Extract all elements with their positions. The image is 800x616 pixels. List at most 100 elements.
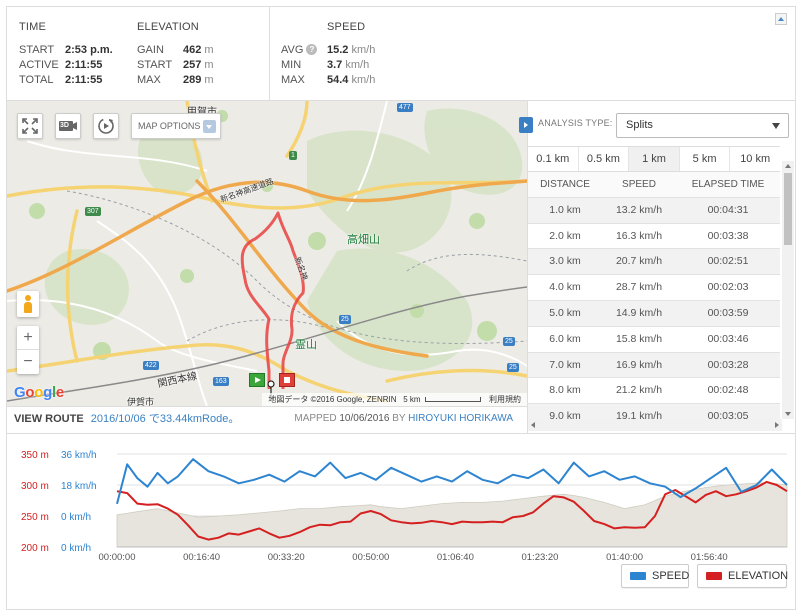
stat-value: 2:11:55: [65, 74, 103, 86]
table-row[interactable]: 6.0 km 15.8 km/h 00:03:46: [528, 327, 780, 353]
elevation-line: [116, 480, 788, 541]
elevation-speed-chart[interactable]: 350 m 300 m 250 m 200 m 36 km/h 18 km/h 0 km/h…: [7, 433, 795, 609]
map-terms-link[interactable]: 利用規約: [489, 395, 521, 404]
stat-value: 3.7: [327, 59, 343, 71]
stat-label: TOTAL: [19, 74, 54, 86]
scroll-left-icon[interactable]: [531, 422, 535, 428]
cell-distance: 4.0 km: [549, 281, 581, 294]
cell-speed: 20.7 km/h: [615, 255, 663, 268]
elevation-tick-label: 200 m: [21, 543, 49, 554]
cell-speed: 13.2 km/h: [615, 203, 663, 216]
view-route-label: VIEW ROUTE: [14, 413, 84, 425]
panel-toggle-arrow-icon[interactable]: [519, 117, 533, 133]
tab-1-km[interactable]: 1 km: [629, 147, 680, 171]
table-row[interactable]: 8.0 km 21.2 km/h 00:02:48: [528, 378, 780, 405]
scroll-down-icon[interactable]: [785, 412, 791, 416]
table-scrollbar[interactable]: [782, 161, 794, 419]
activity-panel: TIME START 2:53 p.m. ACTIVE 2:11:55 TOTAL 2…: [6, 6, 796, 610]
scroll-up-icon[interactable]: [785, 164, 791, 168]
tab-0-1-km[interactable]: 0.1 km: [528, 147, 579, 171]
stat-unit: m: [204, 74, 214, 86]
stat-value: 54.4: [327, 74, 349, 86]
legend-speed-toggle[interactable]: SPEED: [621, 564, 689, 588]
cell-speed: 14.9 km/h: [615, 306, 663, 319]
table-row[interactable]: 4.0 km 28.7 km/h 00:02:03: [528, 275, 780, 301]
stats-summary: TIME START 2:53 p.m. ACTIVE 2:11:55 TOTAL 2…: [7, 7, 795, 101]
zoom-in-button[interactable]: +: [17, 326, 39, 350]
tab-0-5-km[interactable]: 0.5 km: [579, 147, 630, 171]
stat-value: 289: [183, 74, 202, 86]
scrollbar-thumb[interactable]: [784, 173, 792, 245]
scroll-right-icon[interactable]: [775, 422, 779, 428]
map-tiles: [7, 101, 527, 406]
stat-label: MAX: [281, 74, 305, 86]
table-row[interactable]: 3.0 km 20.7 km/h 00:02:51: [528, 249, 780, 276]
cell-speed: 21.2 km/h: [615, 384, 663, 397]
fullscreen-button[interactable]: [17, 113, 43, 139]
road-shield: 477: [397, 103, 413, 112]
speed-line: [116, 458, 788, 505]
x-tick-label: 00:33:20: [268, 552, 305, 563]
zoom-out-button[interactable]: −: [23, 353, 33, 370]
tab-10-km[interactable]: 10 km: [740, 153, 771, 165]
map-options-dropdown[interactable]: MAP OPTIONS: [131, 113, 221, 139]
stat-unit: km/h: [345, 59, 370, 71]
road-shield: 25: [339, 315, 351, 324]
stat-row: GAIN 462 m: [137, 43, 214, 58]
table-row[interactable]: 1.0 km 13.2 km/h 00:04:31: [528, 197, 780, 224]
cell-elapsed-time: 00:03:46: [707, 332, 749, 345]
route-map[interactable]: 甲賀市 新名神高速道路 高畑山 霊山 関西本線 新名神 伊賀市 477 1 30…: [7, 101, 527, 406]
road-shield: 1: [289, 151, 297, 160]
route-end-marker-icon[interactable]: [279, 373, 295, 387]
map-label-city-top: 甲賀市: [187, 103, 217, 118]
street-view-pegman-icon[interactable]: [17, 291, 39, 317]
stat-row: MIN 3.7 km/h: [281, 58, 375, 73]
speed-tick-label: 18 km/h: [61, 481, 97, 492]
replay-button[interactable]: [93, 113, 119, 139]
column-distance[interactable]: DISTANCE: [540, 179, 590, 190]
column-elapsed-time[interactable]: ELAPSED TIME: [691, 179, 765, 190]
elevation-swatch: [706, 572, 722, 580]
tab-5-km[interactable]: 5 km: [680, 147, 731, 171]
x-tick-label: 00:16:40: [183, 552, 220, 563]
map-scale-label: 5 km: [403, 395, 421, 404]
collapse-icon[interactable]: [775, 13, 787, 25]
stat-unit: m: [204, 59, 214, 71]
table-row[interactable]: 2.0 km 16.3 km/h 00:03:38: [528, 224, 780, 250]
stat-value: 2:11:55: [65, 59, 103, 71]
x-tick-label: 01:06:40: [437, 552, 474, 563]
stat-label: GAIN: [137, 44, 164, 56]
legend-elevation-toggle[interactable]: ELEVATION: [697, 564, 788, 588]
cell-distance: 6.0 km: [549, 332, 581, 345]
help-icon[interactable]: ?: [306, 44, 318, 55]
x-tick-label: 01:23:20: [521, 552, 558, 563]
time-header: TIME: [19, 21, 47, 33]
table-row[interactable]: 7.0 km 16.9 km/h 00:03:28: [528, 352, 780, 379]
3d-label: 3D: [60, 122, 69, 129]
speed-tick-label: 36 km/h: [61, 450, 97, 461]
cell-distance: 1.0 km: [549, 203, 581, 216]
elevation-tick-label: 250 m: [21, 512, 49, 523]
cell-distance: 3.0 km: [549, 255, 581, 268]
x-tick-label: 01:40:00: [606, 552, 643, 563]
google-logo: Google: [14, 384, 64, 401]
cell-elapsed-time: 00:03:38: [707, 229, 749, 242]
analysis-type-select[interactable]: Splits: [616, 113, 789, 138]
table-row[interactable]: 5.0 km 14.9 km/h 00:03:59: [528, 300, 780, 327]
analysis-type-label: ANALYSIS TYPE:: [538, 118, 613, 128]
cell-elapsed-time: 00:02:51: [707, 255, 749, 268]
3d-view-button[interactable]: 3D: [55, 113, 81, 139]
cell-distance: 8.0 km: [549, 384, 581, 397]
table-horizontal-scrollbar[interactable]: [528, 419, 782, 431]
route-start-marker-icon[interactable]: [249, 373, 265, 387]
fullscreen-icon: [22, 118, 38, 134]
time-stats: TIME START 2:53 p.m. ACTIVE 2:11:55 TOTAL 2…: [19, 21, 113, 88]
x-tick-label: 00:50:00: [352, 552, 389, 563]
table-header: DISTANCE SPEED ELAPSED TIME: [528, 172, 780, 198]
route-link[interactable]: 2016/10/06 で33.44kmRode。: [90, 413, 240, 425]
author-link[interactable]: HIROYUKI HORIKAWA: [408, 413, 513, 424]
column-speed[interactable]: SPEED: [622, 179, 656, 190]
stat-value: 15.2: [327, 44, 349, 56]
zoom-control: + −: [17, 326, 39, 374]
stat-row: START 257 m: [137, 58, 214, 73]
